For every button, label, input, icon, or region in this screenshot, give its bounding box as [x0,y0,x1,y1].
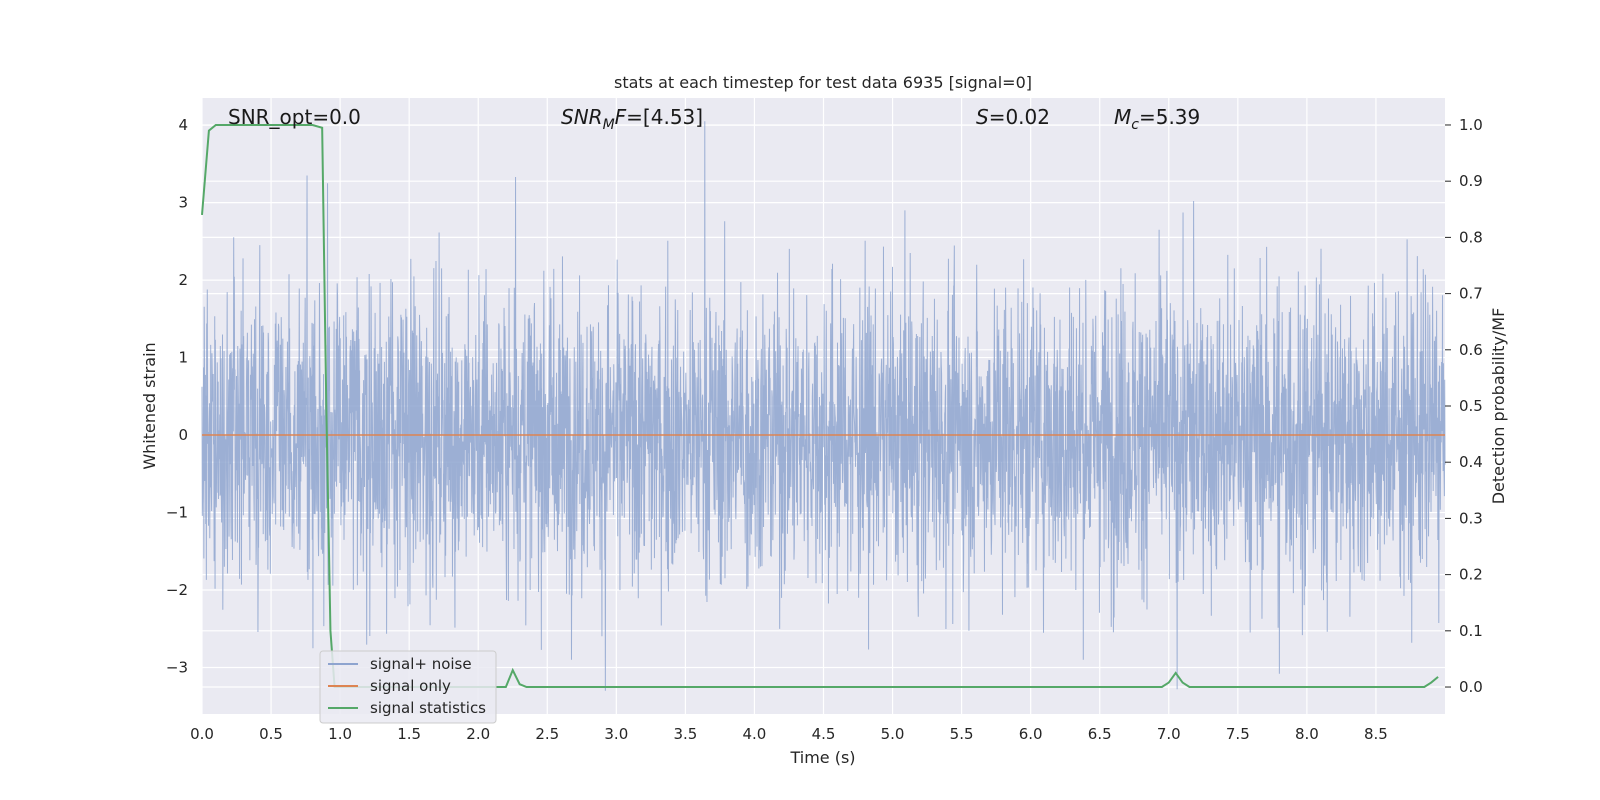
annotation-mc-sub: c [1131,117,1139,133]
y2-tick-label: 0.9 [1459,172,1483,190]
series-line-signal-noise [201,121,1446,691]
x-axis-ticks: 0.0 0.5 1.0 1.5 2.0 2.5 3.0 3.5 4.0 4.5 5.0 5.5 6.0 6… [190,725,1388,743]
y2-tick-label: 0.5 [1459,397,1483,415]
y2-tick-label: 0.8 [1459,228,1483,246]
annotation-snr-mf-value: =[4.53] [626,105,703,129]
chart-title: stats at each timestep for test data 693… [614,73,1032,92]
x-tick-label: 7.0 [1157,725,1181,743]
x-tick-label: 3.0 [604,725,628,743]
x-tick-label: 6.5 [1088,725,1112,743]
x-tick-label: 0.5 [259,725,283,743]
y-axis-ticks: 4 3 2 1 0 −1 −2 −3 [166,116,188,676]
y-tick-label: 1 [178,349,188,367]
x-tick-label: 0.0 [190,725,214,743]
x-tick-label: 5.5 [950,725,974,743]
annotation-snr-mf-sub: M [603,117,615,133]
y2-tick-label: 0.1 [1459,622,1483,640]
annotation-mc-label: M [1114,105,1131,129]
x-tick-label: 3.5 [673,725,697,743]
x-tick-label: 4.0 [743,725,767,743]
y2-tick-label: 0.4 [1459,453,1483,471]
y2-tick-label: 0.0 [1459,678,1483,696]
y2-axis-label: Detection probability/MF [1489,308,1508,505]
legend-box [319,650,497,724]
y2-axis-ticks: 1.0 0.9 0.8 0.7 0.6 0.5 0.4 0.3 0.2 0.1 0.0 [1445,116,1483,696]
x-tick-label: 8.0 [1295,725,1319,743]
y2-tick-label: 0.7 [1459,285,1483,303]
legend-label-signal-noise: signal+ noise [370,655,472,673]
y-tick-label: 2 [178,271,188,289]
y2-tick-label: 0.6 [1459,341,1483,359]
y-tick-label: 0 [178,426,188,444]
x-tick-label: 1.5 [397,725,421,743]
x-tick-label: 7.5 [1226,725,1250,743]
y-tick-label: −2 [166,581,188,599]
annotation-s-label: S [976,105,989,129]
x-tick-label: 5.0 [881,725,905,743]
y-tick-label: −3 [166,659,188,677]
annotation-s-value: =0.02 [989,105,1050,129]
annotation-mc-value: =5.39 [1139,105,1200,129]
y2-tick-label: 1.0 [1459,116,1483,134]
legend: signal+ noise signal only signal statist… [319,650,497,724]
annotation-snr-mf-f: F [615,105,627,129]
legend-label-signal-statistics: signal statistics [370,699,486,717]
x-tick-label: 6.0 [1019,725,1043,743]
y-tick-label: 3 [178,194,188,212]
y2-tick-label: 0.2 [1459,566,1483,584]
annotation-snr-mf: SNRMF=[4.53] [561,105,703,133]
annotation-mc: Mc=5.39 [1114,105,1200,133]
y-tick-label: −1 [166,504,188,522]
y2-tick-label: 0.3 [1459,509,1483,527]
annotation-s: S=0.02 [976,105,1050,129]
x-tick-label: 1.0 [328,725,352,743]
x-tick-label: 4.5 [812,725,836,743]
legend-label-signal-only: signal only [370,677,451,695]
y-tick-label: 4 [178,116,188,134]
x-tick-label: 8.5 [1364,725,1388,743]
x-tick-label: 2.0 [466,725,490,743]
y-axis-label: Whitened strain [140,342,159,469]
annotation-snr-mf-label: SNR [561,105,603,129]
x-axis-label: Time (s) [789,748,855,767]
x-tick-label: 2.5 [535,725,559,743]
series-signal-noise [201,121,1446,691]
annotation-snr-opt: SNR_opt=0.0 [228,105,361,129]
